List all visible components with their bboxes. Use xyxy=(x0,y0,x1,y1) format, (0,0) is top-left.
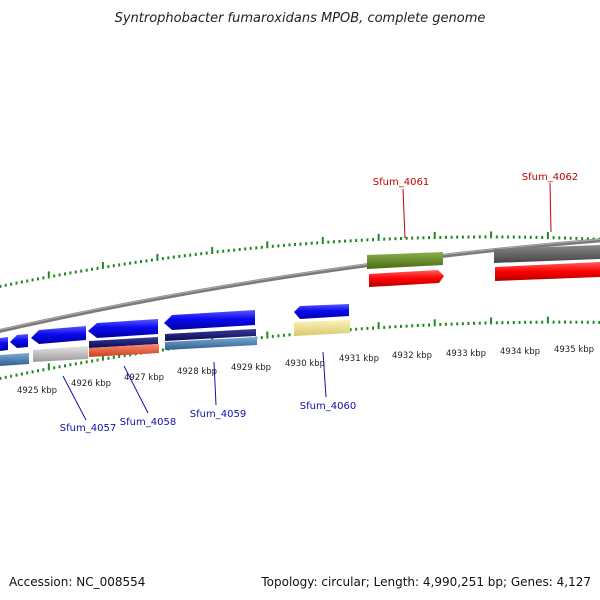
accession-text: Accession: NC_008554 xyxy=(9,575,145,589)
gene-arrow-sfum-4059[interactable] xyxy=(164,310,255,330)
gene-arrow-sfum-4062[interactable] xyxy=(495,262,600,281)
callout-line-sfum-4061 xyxy=(402,188,406,239)
gene-label-sfum-4060[interactable]: Sfum_4060 xyxy=(300,401,356,412)
genome-backbone xyxy=(0,238,600,333)
gene-arrow-sfum-4057[interactable] xyxy=(31,326,86,344)
genome-title: Syntrophobacter fumaroxidans MPOB, compl… xyxy=(115,11,486,26)
gene-arrow-sfum-4058[interactable] xyxy=(88,319,158,338)
gene-block-silver[interactable] xyxy=(33,346,88,362)
callout-line-sfum-4058 xyxy=(123,365,149,414)
tick-label: 4933 kbp xyxy=(446,349,486,359)
tick-label: 4931 kbp xyxy=(339,354,379,364)
tick-label: 4926 kbp xyxy=(71,379,111,389)
gene-block-navy-4059[interactable] xyxy=(165,329,256,341)
tick-label: 4929 kbp xyxy=(231,363,271,373)
gene-block-olive[interactable] xyxy=(367,252,443,269)
gene-label-sfum-4057[interactable]: Sfum_4057 xyxy=(60,423,116,434)
gene-label-sfum-4058[interactable]: Sfum_4058 xyxy=(120,417,176,428)
genome-backbone-highlight xyxy=(0,238,600,331)
gene-arrow-left-edge[interactable] xyxy=(0,337,8,351)
tick-label: 4935 kbp xyxy=(554,345,594,355)
gene-label-sfum-4062[interactable]: Sfum_4062 xyxy=(522,172,578,183)
callout-line-sfum-4060 xyxy=(322,351,327,398)
tick-label: 4928 kbp xyxy=(177,367,217,377)
gene-block-khaki[interactable] xyxy=(294,320,350,336)
gene-block-steel-4059[interactable] xyxy=(165,337,257,350)
tick-row-top xyxy=(0,231,600,288)
tick-label: 4932 kbp xyxy=(392,351,432,361)
callout-line-sfum-4057 xyxy=(62,375,87,421)
tick-label: 4927 kbp xyxy=(124,373,164,383)
gene-arrow-sfum-4057-a[interactable] xyxy=(10,334,28,348)
gene-label-sfum-4061[interactable]: Sfum_4061 xyxy=(373,177,429,188)
genome-summary-text: Topology: circular; Length: 4,990,251 bp… xyxy=(260,575,591,589)
gene-block-salmon[interactable] xyxy=(89,344,159,357)
gene-label-sfum-4059[interactable]: Sfum_4059 xyxy=(190,409,246,420)
kbp-tick-labels: 4925 kbp 4926 kbp 4927 kbp 4928 kbp 4929… xyxy=(17,345,594,396)
gene-arrow-sfum-4060[interactable] xyxy=(294,304,349,319)
gene-block-steel-left[interactable] xyxy=(0,353,29,366)
tick-label: 4934 kbp xyxy=(500,347,540,357)
callout-line-sfum-4059 xyxy=(213,361,217,406)
gene-arrow-sfum-4061[interactable] xyxy=(369,270,444,287)
callout-line-sfum-4062 xyxy=(549,182,552,233)
tick-label: 4930 kbp xyxy=(285,359,325,369)
tick-label: 4925 kbp xyxy=(17,386,57,396)
gene-block-dark-gray[interactable] xyxy=(494,245,600,263)
gene-callouts xyxy=(62,182,552,421)
gene-block-navy-4058[interactable] xyxy=(89,337,158,348)
